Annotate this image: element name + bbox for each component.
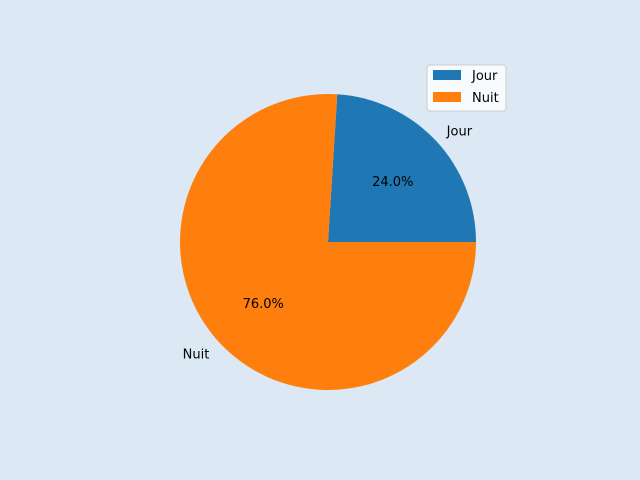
legend: Jour Nuit — [426, 64, 507, 112]
pie-labels: 24.0% Jour 76.0% Nuit — [183, 125, 473, 363]
category-label-nuit: Nuit — [183, 347, 210, 362]
legend-label-jour: Jour — [471, 69, 498, 84]
legend-swatch-nuit — [433, 92, 461, 102]
pie-slices — [180, 94, 477, 390]
pct-label-jour: 24.0% — [372, 175, 413, 190]
legend-label-nuit: Nuit — [472, 91, 499, 106]
pie-slice-nuit — [180, 94, 477, 390]
category-label-jour: Jour — [446, 125, 473, 140]
pct-label-nuit: 76.0% — [243, 297, 284, 312]
legend-swatch-jour — [433, 70, 461, 80]
pie-slice-jour — [328, 94, 476, 242]
